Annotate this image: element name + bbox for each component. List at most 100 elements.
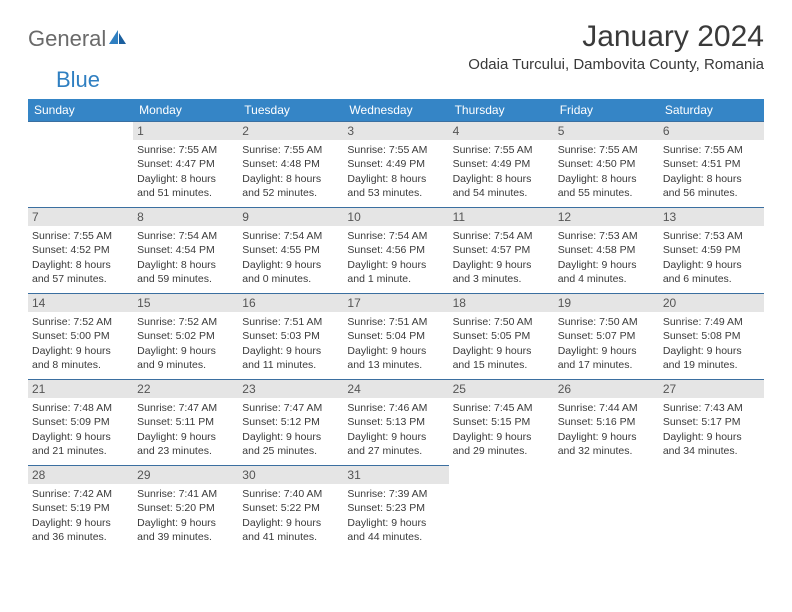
day-detail-line: Sunrise: 7:54 AM bbox=[347, 229, 444, 243]
day-number: 2 bbox=[238, 122, 343, 140]
day-detail-line: and 9 minutes. bbox=[137, 358, 234, 372]
calendar-cell: 12Sunrise: 7:53 AMSunset: 4:58 PMDayligh… bbox=[554, 207, 659, 293]
day-detail-line: Sunrise: 7:55 AM bbox=[453, 143, 550, 157]
day-of-week-header: Thursday bbox=[449, 99, 554, 121]
calendar-cell: 30Sunrise: 7:40 AMSunset: 5:22 PMDayligh… bbox=[238, 465, 343, 551]
day-detail-line: Daylight: 9 hours bbox=[453, 258, 550, 272]
day-number: 6 bbox=[659, 122, 764, 140]
day-detail-line: Sunrise: 7:55 AM bbox=[347, 143, 444, 157]
day-detail-line: and 11 minutes. bbox=[242, 358, 339, 372]
day-detail-line: and 25 minutes. bbox=[242, 444, 339, 458]
day-detail-line: Daylight: 8 hours bbox=[453, 172, 550, 186]
day-detail-line: and 6 minutes. bbox=[663, 272, 760, 286]
calendar-cell: 20Sunrise: 7:49 AMSunset: 5:08 PMDayligh… bbox=[659, 293, 764, 379]
day-number: 27 bbox=[659, 380, 764, 398]
calendar-cell: 14Sunrise: 7:52 AMSunset: 5:00 PMDayligh… bbox=[28, 293, 133, 379]
day-detail-line: Sunrise: 7:55 AM bbox=[137, 143, 234, 157]
day-detail-line: Sunrise: 7:52 AM bbox=[32, 315, 129, 329]
day-detail-line: Sunset: 5:11 PM bbox=[137, 415, 234, 429]
day-detail-line: and 34 minutes. bbox=[663, 444, 760, 458]
day-detail-line: Daylight: 9 hours bbox=[242, 516, 339, 530]
day-number: 22 bbox=[133, 380, 238, 398]
day-detail-line: and 32 minutes. bbox=[558, 444, 655, 458]
day-detail-line: Sunrise: 7:55 AM bbox=[663, 143, 760, 157]
day-number: 1 bbox=[133, 122, 238, 140]
day-number: 11 bbox=[449, 208, 554, 226]
day-detail-line: Sunrise: 7:51 AM bbox=[347, 315, 444, 329]
day-detail-line: Sunrise: 7:40 AM bbox=[242, 487, 339, 501]
day-detail-line: Sunrise: 7:54 AM bbox=[453, 229, 550, 243]
day-number: 28 bbox=[28, 466, 133, 484]
day-detail-line: and 17 minutes. bbox=[558, 358, 655, 372]
day-detail-line: Sunrise: 7:54 AM bbox=[137, 229, 234, 243]
day-detail-line: Sunset: 5:12 PM bbox=[242, 415, 339, 429]
day-detail-line: Daylight: 9 hours bbox=[242, 258, 339, 272]
day-detail-line: Sunset: 4:48 PM bbox=[242, 157, 339, 171]
calendar-cell: 1Sunrise: 7:55 AMSunset: 4:47 PMDaylight… bbox=[133, 121, 238, 207]
day-detail-line: Sunset: 4:54 PM bbox=[137, 243, 234, 257]
day-detail-line: Daylight: 9 hours bbox=[347, 516, 444, 530]
day-detail-line: Sunset: 4:59 PM bbox=[663, 243, 760, 257]
day-number: 16 bbox=[238, 294, 343, 312]
day-number: 24 bbox=[343, 380, 448, 398]
calendar-cell: 26Sunrise: 7:44 AMSunset: 5:16 PMDayligh… bbox=[554, 379, 659, 465]
day-detail-line: Daylight: 9 hours bbox=[558, 258, 655, 272]
day-detail-line: Sunset: 5:19 PM bbox=[32, 501, 129, 515]
day-detail-line: Sunrise: 7:48 AM bbox=[32, 401, 129, 415]
day-detail-line: Sunset: 5:20 PM bbox=[137, 501, 234, 515]
day-detail-line: Sunrise: 7:39 AM bbox=[347, 487, 444, 501]
day-detail-line: Sunset: 5:13 PM bbox=[347, 415, 444, 429]
calendar-cell: 13Sunrise: 7:53 AMSunset: 4:59 PMDayligh… bbox=[659, 207, 764, 293]
calendar-cell: 24Sunrise: 7:46 AMSunset: 5:13 PMDayligh… bbox=[343, 379, 448, 465]
day-of-week-header: Monday bbox=[133, 99, 238, 121]
day-detail-line: Sunset: 5:00 PM bbox=[32, 329, 129, 343]
day-detail-line: and 13 minutes. bbox=[347, 358, 444, 372]
calendar-cell: 27Sunrise: 7:43 AMSunset: 5:17 PMDayligh… bbox=[659, 379, 764, 465]
day-detail-line: and 4 minutes. bbox=[558, 272, 655, 286]
day-detail-line: Daylight: 9 hours bbox=[347, 258, 444, 272]
day-number: 14 bbox=[28, 294, 133, 312]
day-number: 25 bbox=[449, 380, 554, 398]
day-detail-line: Sunrise: 7:47 AM bbox=[137, 401, 234, 415]
calendar-cell: 6Sunrise: 7:55 AMSunset: 4:51 PMDaylight… bbox=[659, 121, 764, 207]
day-number: 23 bbox=[238, 380, 343, 398]
day-detail-line: Sunset: 4:49 PM bbox=[453, 157, 550, 171]
day-detail-line: Daylight: 9 hours bbox=[663, 344, 760, 358]
day-detail-line: Sunrise: 7:55 AM bbox=[32, 229, 129, 243]
day-detail-line: Sunset: 5:05 PM bbox=[453, 329, 550, 343]
day-number: 3 bbox=[343, 122, 448, 140]
day-detail-line: Daylight: 8 hours bbox=[242, 172, 339, 186]
day-detail-line: and 36 minutes. bbox=[32, 530, 129, 544]
day-detail-line: Daylight: 9 hours bbox=[347, 344, 444, 358]
calendar-grid: SundayMondayTuesdayWednesdayThursdayFrid… bbox=[28, 99, 764, 551]
calendar-cell: 31Sunrise: 7:39 AMSunset: 5:23 PMDayligh… bbox=[343, 465, 448, 551]
day-detail-line: Daylight: 8 hours bbox=[32, 258, 129, 272]
day-detail-line: Sunset: 5:15 PM bbox=[453, 415, 550, 429]
calendar-cell: 7Sunrise: 7:55 AMSunset: 4:52 PMDaylight… bbox=[28, 207, 133, 293]
day-detail-line: Daylight: 9 hours bbox=[663, 258, 760, 272]
day-detail-line: and 23 minutes. bbox=[137, 444, 234, 458]
calendar-cell: 15Sunrise: 7:52 AMSunset: 5:02 PMDayligh… bbox=[133, 293, 238, 379]
day-number: 10 bbox=[343, 208, 448, 226]
day-detail-line: Sunset: 5:09 PM bbox=[32, 415, 129, 429]
day-detail-line: Daylight: 9 hours bbox=[32, 516, 129, 530]
calendar-cell: 5Sunrise: 7:55 AMSunset: 4:50 PMDaylight… bbox=[554, 121, 659, 207]
day-number: 19 bbox=[554, 294, 659, 312]
calendar-cell: 3Sunrise: 7:55 AMSunset: 4:49 PMDaylight… bbox=[343, 121, 448, 207]
calendar-cell: 4Sunrise: 7:55 AMSunset: 4:49 PMDaylight… bbox=[449, 121, 554, 207]
day-detail-line: Sunset: 5:23 PM bbox=[347, 501, 444, 515]
day-detail-line: Sunset: 5:16 PM bbox=[558, 415, 655, 429]
day-detail-line: and 8 minutes. bbox=[32, 358, 129, 372]
day-detail-line: Daylight: 8 hours bbox=[137, 172, 234, 186]
day-detail-line: Sunrise: 7:45 AM bbox=[453, 401, 550, 415]
sail-icon bbox=[108, 28, 128, 51]
day-detail-line: Sunrise: 7:53 AM bbox=[663, 229, 760, 243]
day-detail-line: and 52 minutes. bbox=[242, 186, 339, 200]
day-detail-line: and 57 minutes. bbox=[32, 272, 129, 286]
day-detail-line: Daylight: 9 hours bbox=[558, 344, 655, 358]
day-number: 9 bbox=[238, 208, 343, 226]
day-detail-line: Daylight: 8 hours bbox=[137, 258, 234, 272]
calendar-cell: 8Sunrise: 7:54 AMSunset: 4:54 PMDaylight… bbox=[133, 207, 238, 293]
day-detail-line: Sunrise: 7:46 AM bbox=[347, 401, 444, 415]
day-detail-line: Daylight: 8 hours bbox=[347, 172, 444, 186]
